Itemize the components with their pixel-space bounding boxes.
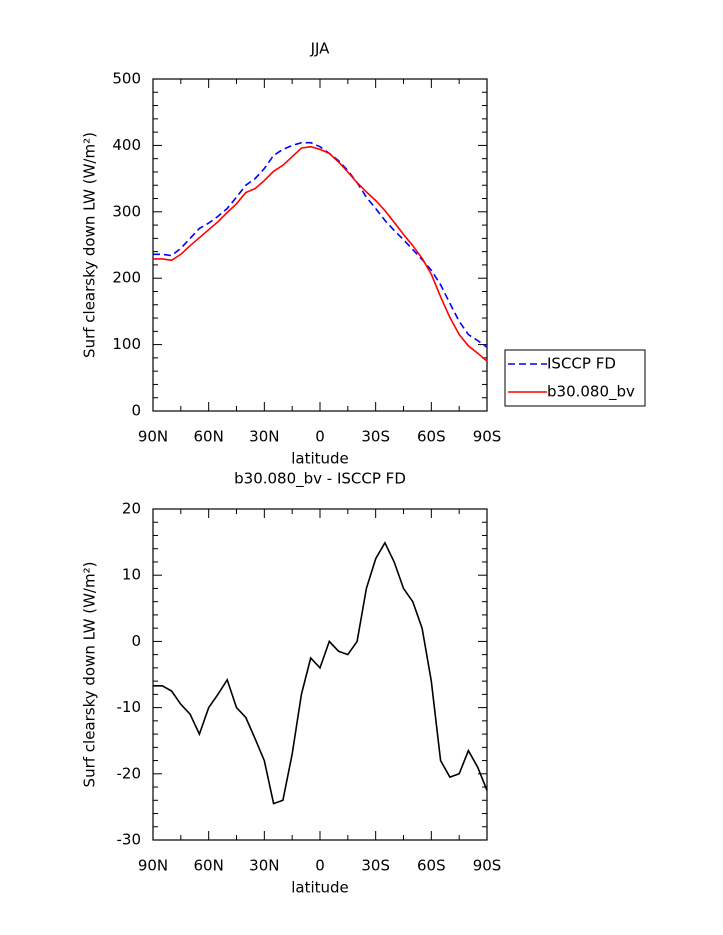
y-tick-label: -10 <box>117 698 142 716</box>
data-line <box>153 541 488 805</box>
x-tick-label: 60N <box>194 428 224 446</box>
data-line <box>153 141 488 348</box>
y-axis-label: Surf clearsky down LW (W/m²) <box>81 132 99 358</box>
chart-title: JJA <box>310 40 331 58</box>
y-axis-label: Surf clearsky down LW (W/m²) <box>81 562 99 788</box>
y-tick-label: 10 <box>122 566 141 584</box>
y-tick-label: -20 <box>117 764 142 782</box>
x-tick-label: 90N <box>138 857 168 875</box>
y-tick-label: 400 <box>112 136 141 154</box>
plot-frame <box>152 508 488 841</box>
x-tick-label: 0 <box>315 428 325 446</box>
y-tick-label: -30 <box>117 831 142 849</box>
y-tick-label: 200 <box>112 269 141 287</box>
x-tick-label: 30N <box>249 428 279 446</box>
chart-title: b30.080_bv - ISCCP FD <box>234 470 406 489</box>
x-tick-label: 90N <box>138 428 168 446</box>
x-tick-label: 30S <box>361 428 390 446</box>
y-tick-label: 0 <box>131 632 141 650</box>
legend-box <box>504 349 646 407</box>
y-tick-label: 0 <box>131 402 141 420</box>
y-tick-label: 500 <box>112 70 141 88</box>
x-tick-label: 90S <box>473 428 502 446</box>
legend-label: ISCCP FD <box>547 355 616 373</box>
x-tick-label: 30N <box>249 857 279 875</box>
x-tick-label: 60S <box>417 857 446 875</box>
y-tick-label: 300 <box>112 202 141 220</box>
x-tick-label: 60N <box>194 857 224 875</box>
x-axis-label: latitude <box>291 879 349 897</box>
x-tick-label: 30S <box>361 857 390 875</box>
legend-label: b30.080_bv <box>547 383 635 402</box>
x-tick-label: 60S <box>417 428 446 446</box>
y-tick-label: 20 <box>122 500 141 518</box>
x-axis-label: latitude <box>291 450 349 468</box>
x-tick-label: 0 <box>315 857 325 875</box>
y-tick-label: 100 <box>112 335 141 353</box>
plot-frame <box>152 78 488 412</box>
x-tick-label: 90S <box>473 857 502 875</box>
data-line <box>153 145 488 362</box>
